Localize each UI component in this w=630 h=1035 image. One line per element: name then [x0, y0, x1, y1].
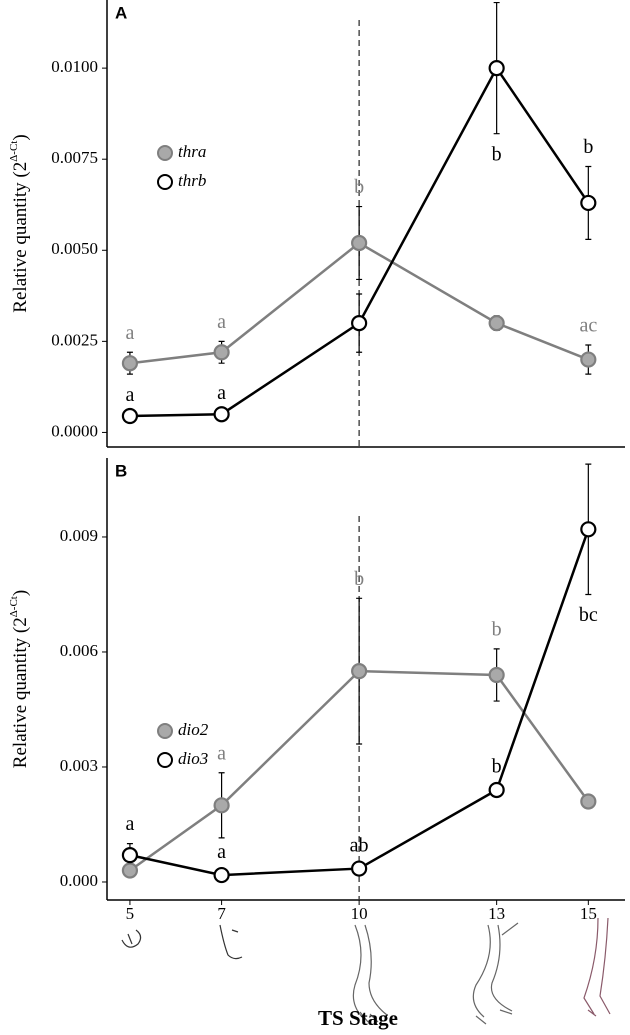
y-label-text: Relative quantity (2	[10, 162, 31, 313]
legend-marker	[157, 752, 173, 768]
significance-letter: a	[125, 384, 134, 406]
legend-marker	[157, 174, 173, 190]
data-point	[580, 521, 597, 538]
y-tick-label: 0.0050	[51, 239, 98, 258]
y-label-suffix: )	[10, 134, 31, 140]
significance-letter: b	[492, 143, 502, 165]
data-point	[213, 344, 230, 361]
legend-label: thra	[178, 142, 206, 161]
y-tick-label: 0.003	[60, 756, 98, 775]
data-point	[488, 60, 505, 77]
legend-marker	[157, 145, 173, 161]
y-tick-label: 0.0100	[51, 57, 98, 76]
significance-letter: a	[217, 311, 226, 333]
data-point	[213, 406, 230, 423]
data-point	[121, 407, 139, 425]
x-tick-label: 13	[488, 904, 505, 923]
limb-sketch	[472, 922, 519, 1025]
x-tick-label: 7	[217, 904, 226, 923]
limb-sketch	[352, 924, 388, 1023]
y-tick-label: 0.006	[60, 641, 98, 660]
significance-letter: b	[492, 756, 502, 778]
data-point	[213, 797, 230, 814]
legend-label: dio3	[178, 749, 208, 768]
x-tick-label: 5	[126, 904, 135, 923]
y-label-text: Relative quantity (2	[10, 617, 31, 768]
significance-letter: b	[354, 568, 364, 590]
x-tick-label: 15	[580, 904, 597, 923]
y-tick-label: 0.000	[60, 871, 98, 890]
y-label-sup: Δ-Ct	[8, 141, 20, 162]
data-point	[121, 862, 139, 879]
data-point	[351, 663, 368, 680]
data-point	[488, 315, 505, 332]
significance-letter: ab	[350, 834, 369, 856]
legend-marker	[157, 723, 173, 739]
y-label-suffix: )	[10, 590, 31, 596]
legend-label: dio2	[178, 720, 209, 739]
y-axis-label: Relative quantity (2Δ-Ct)	[8, 590, 32, 768]
significance-letter: bc	[579, 604, 598, 626]
data-point	[580, 793, 597, 810]
data-point	[213, 866, 230, 884]
y-tick-label: 0.0075	[51, 148, 98, 167]
y-label-sup: Δ-Ct	[8, 596, 20, 617]
data-point	[580, 351, 597, 368]
significance-letter: a	[125, 322, 134, 344]
y-tick-label: 0.009	[60, 526, 98, 545]
limb-sketch	[583, 917, 611, 1017]
significance-letter: b	[354, 176, 364, 198]
data-point	[488, 666, 505, 684]
data-point	[351, 234, 368, 252]
significance-letter: b	[492, 619, 502, 641]
significance-letter: a	[217, 742, 226, 764]
data-point	[488, 781, 505, 799]
data-point	[580, 194, 597, 212]
significance-letter: a	[217, 841, 226, 863]
data-point	[121, 355, 139, 372]
panel-label: B	[115, 461, 127, 480]
significance-letter: b	[583, 136, 593, 158]
x-axis-label: TS Stage	[318, 1006, 398, 1030]
limb-sketch	[121, 929, 142, 948]
limb-sketch	[219, 924, 243, 960]
panel-label: A	[115, 3, 127, 22]
x-tick-label: 10	[351, 904, 368, 923]
y-tick-label: 0.0025	[51, 330, 98, 349]
significance-letter: a	[217, 382, 226, 404]
y-axis-label: Relative quantity (2Δ-Ct)	[8, 134, 32, 312]
y-tick-label: 0.0000	[51, 421, 98, 440]
data-point	[121, 847, 139, 864]
significance-letter: a	[125, 813, 134, 835]
limb-drawings	[121, 917, 611, 1025]
legend-label: thrb	[178, 171, 206, 190]
data-point	[351, 315, 368, 332]
significance-letter: ac	[579, 315, 597, 337]
data-point	[351, 860, 368, 877]
